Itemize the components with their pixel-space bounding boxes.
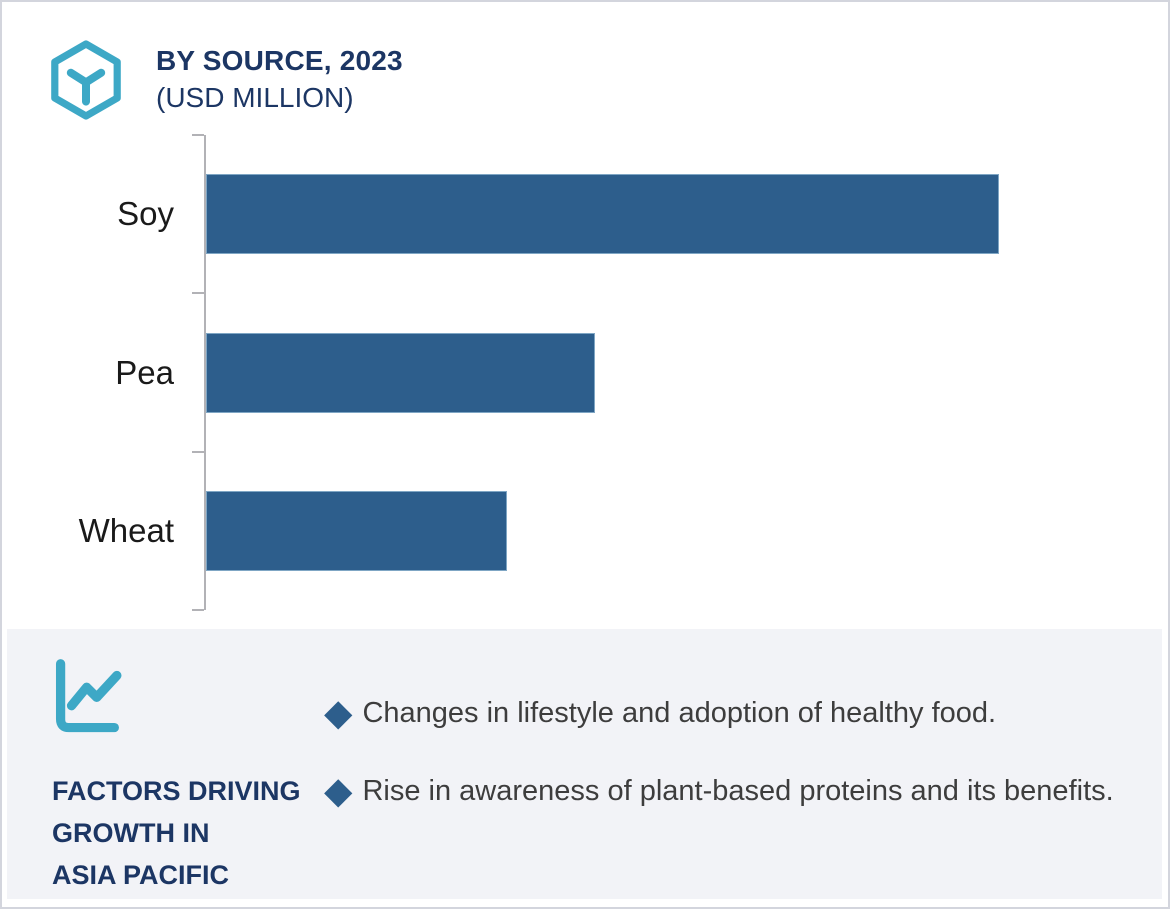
- axis-tick: [192, 134, 204, 136]
- y-axis-line: [204, 135, 206, 610]
- chart-header: BY SOURCE, 2023 (USD MILLION): [156, 42, 403, 116]
- factors-heading-line: GROWTH IN: [52, 818, 210, 848]
- bar-pea: [206, 332, 595, 413]
- bar-label-soy: Soy: [117, 195, 174, 233]
- chart-title: BY SOURCE, 2023: [156, 45, 403, 76]
- factors-bullet-list: ◆ Changes in lifestyle and adoption of he…: [324, 686, 1134, 842]
- factor-bullet: ◆ Rise in awareness of plant-based protei…: [324, 764, 1134, 818]
- factors-panel: FACTORS DRIVING GROWTH IN ASIA PACIFIC ◆…: [7, 629, 1162, 899]
- factors-heading: FACTORS DRIVING GROWTH IN ASIA PACIFIC: [52, 770, 301, 896]
- bar-wheat: [206, 490, 507, 571]
- diamond-bullet-icon: ◆: [324, 770, 353, 811]
- factors-heading-line: FACTORS DRIVING: [52, 776, 301, 806]
- bar-label-wheat: Wheat: [78, 511, 174, 549]
- factor-bullet: ◆ Changes in lifestyle and adoption of he…: [324, 686, 1134, 740]
- factors-heading-line: ASIA PACIFIC: [52, 860, 230, 890]
- factor-bullet-text: Rise in awareness of plant-based protein…: [362, 775, 1114, 807]
- axis-tick: [192, 609, 204, 611]
- bar-soy: [206, 174, 999, 255]
- axis-tick: [192, 450, 204, 453]
- chart-subtitle: (USD MILLION): [156, 82, 354, 113]
- hexagon-cube-icon: [51, 40, 121, 120]
- axis-tick: [192, 292, 204, 295]
- line-chart-icon: [55, 659, 122, 733]
- diamond-bullet-icon: ◆: [324, 692, 353, 733]
- factor-bullet-text: Changes in lifestyle and adoption of hea…: [362, 697, 997, 729]
- bar-label-pea: Pea: [115, 353, 174, 391]
